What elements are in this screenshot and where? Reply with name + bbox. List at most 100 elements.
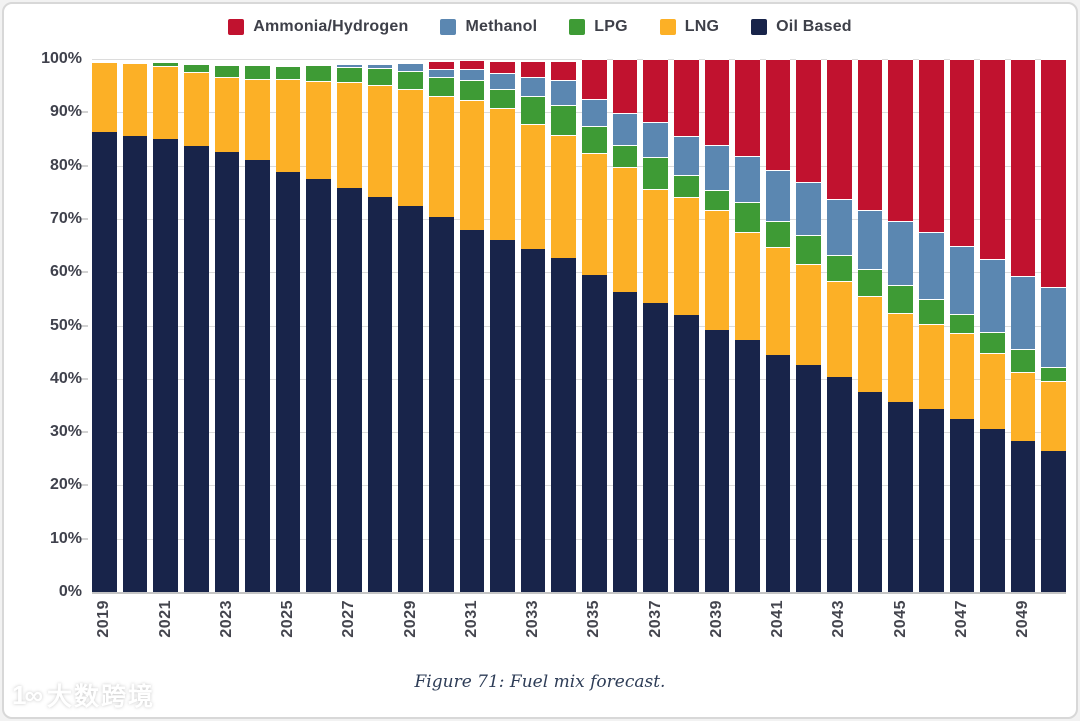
bar-segment-methanol <box>827 198 852 255</box>
bar-segment-lpg <box>673 175 699 198</box>
bar-2037 <box>643 59 668 592</box>
bar-segment-oil_based <box>367 197 393 592</box>
bar-segment-ammonia_hydrogen <box>918 59 944 233</box>
x-axis-label-2025: 2025 <box>279 600 297 638</box>
bar-segment-oil_based <box>92 132 117 592</box>
bar-segment-methanol <box>980 259 1005 333</box>
y-axis-label-20: 20% <box>49 476 82 494</box>
bar-2026 <box>306 59 331 592</box>
bar-segment-oil_based <box>857 391 883 592</box>
y-tick-mark <box>79 111 88 114</box>
x-axis-label-2045: 2045 <box>891 600 909 638</box>
bar-segment-lng <box>306 80 331 180</box>
bar-segment-oil_based <box>520 248 546 592</box>
x-axis-label-2029: 2029 <box>401 600 419 638</box>
bar-segment-oil_based <box>827 377 852 592</box>
x-axis-label-2023: 2023 <box>217 600 235 638</box>
bar-segment-oil_based <box>490 239 515 592</box>
bar-2035 <box>582 59 607 592</box>
bar-segment-ammonia_hydrogen <box>520 61 546 77</box>
bar-segment-ammonia_hydrogen <box>949 59 975 246</box>
bar-segment-lng <box>490 108 515 240</box>
bar-segment-ammonia_hydrogen <box>612 59 638 113</box>
bar-2019 <box>92 59 117 592</box>
x-axis-label-2021: 2021 <box>156 600 174 638</box>
bar-segment-lng <box>980 353 1005 429</box>
bar-segment-lng <box>275 79 301 172</box>
legend-swatch-icon <box>228 19 245 35</box>
gridline-10 <box>92 538 1066 540</box>
bar-segment-ammonia_hydrogen <box>459 60 485 69</box>
x-axis-cell-2033: 2033 <box>521 596 546 658</box>
x-axis-cell-2031: 2031 <box>460 596 485 658</box>
bar-segment-oil_based <box>612 291 638 592</box>
bar-2030 <box>428 59 454 592</box>
legend-swatch-icon <box>569 19 586 35</box>
x-axis-label-2031: 2031 <box>462 600 480 638</box>
x-axis-cell-2022 <box>184 596 209 658</box>
bar-2020 <box>122 59 148 592</box>
bar-segment-oil_based <box>704 329 730 592</box>
x-axis-cell-2020 <box>123 596 148 658</box>
y-axis-label-10: 10% <box>49 529 82 547</box>
bars-container <box>92 59 1066 592</box>
bar-segment-lpg <box>306 65 331 81</box>
bar-segment-lpg <box>122 62 148 64</box>
bar-segment-ammonia_hydrogen <box>673 59 699 136</box>
bar-2043 <box>827 59 852 592</box>
bar-segment-methanol <box>949 245 975 314</box>
bar-segment-methanol <box>367 63 393 69</box>
bar-segment-lng <box>459 99 485 230</box>
bar-segment-lng <box>398 88 423 207</box>
bar-segment-lpg <box>1041 366 1066 382</box>
bar-segment-lpg <box>643 156 668 189</box>
bar-segment-ammonia_hydrogen <box>735 59 760 157</box>
bar-segment-oil_based <box>275 172 301 592</box>
legend-label: Ammonia/Hydrogen <box>253 18 409 35</box>
bar-segment-methanol <box>918 232 944 300</box>
bar-segment-lpg <box>520 95 546 124</box>
bar-segment-lpg <box>245 65 270 79</box>
bar-segment-lpg <box>827 254 852 281</box>
bar-segment-lpg <box>153 62 178 67</box>
bar-segment-lng <box>704 210 730 330</box>
bar-segment-lng <box>337 82 362 188</box>
x-axis-cell-2040 <box>735 596 760 658</box>
bar-segment-oil_based <box>306 179 331 592</box>
x-axis-cell-2038 <box>674 596 699 658</box>
x-axis-cell-2042 <box>796 596 821 658</box>
x-axis-cell-2036 <box>613 596 638 658</box>
bar-2032 <box>490 59 515 592</box>
bar-2046 <box>918 59 944 592</box>
bar-segment-ammonia_hydrogen <box>1041 59 1066 287</box>
chart-legend: Ammonia/Hydrogen Methanol LPG LNG Oil Based <box>4 18 1076 36</box>
x-axis-label-2047: 2047 <box>952 600 970 638</box>
bar-segment-oil_based <box>1010 441 1036 592</box>
bar-segment-lpg <box>735 201 760 233</box>
x-axis-cell-2024 <box>245 596 270 658</box>
gridline-40 <box>92 378 1066 380</box>
bar-segment-methanol <box>1010 275 1036 349</box>
x-axis-cell-2049: 2049 <box>1011 596 1036 658</box>
x-axis-cell-2043: 2043 <box>827 596 852 658</box>
x-axis-cell-2035: 2035 <box>582 596 607 658</box>
bar-segment-ammonia_hydrogen <box>490 61 515 73</box>
x-axis-cell-2037: 2037 <box>643 596 668 658</box>
bar-segment-oil_based <box>459 229 485 592</box>
y-axis-label-90: 90% <box>49 103 82 121</box>
x-axis-cell-2026 <box>306 596 331 658</box>
x-axis-cell-2041: 2041 <box>766 596 791 658</box>
bar-segment-lpg <box>582 125 607 154</box>
bar-segment-ammonia_hydrogen <box>857 59 883 211</box>
bar-segment-oil_based <box>428 216 454 592</box>
legend-label: LNG <box>684 18 720 35</box>
gridline-50 <box>92 325 1066 327</box>
bar-segment-ammonia_hydrogen <box>827 59 852 199</box>
x-axis-cell-2023: 2023 <box>215 596 240 658</box>
gridline-30 <box>92 432 1066 434</box>
chart-plot-area: 0% 10% 20% 30% 40% 50% 60% 70% 80% 90% 100% <box>41 50 1066 600</box>
bar-2041 <box>765 59 791 592</box>
gridline-0 <box>92 592 1066 594</box>
x-axis-cell-2048 <box>980 596 1005 658</box>
